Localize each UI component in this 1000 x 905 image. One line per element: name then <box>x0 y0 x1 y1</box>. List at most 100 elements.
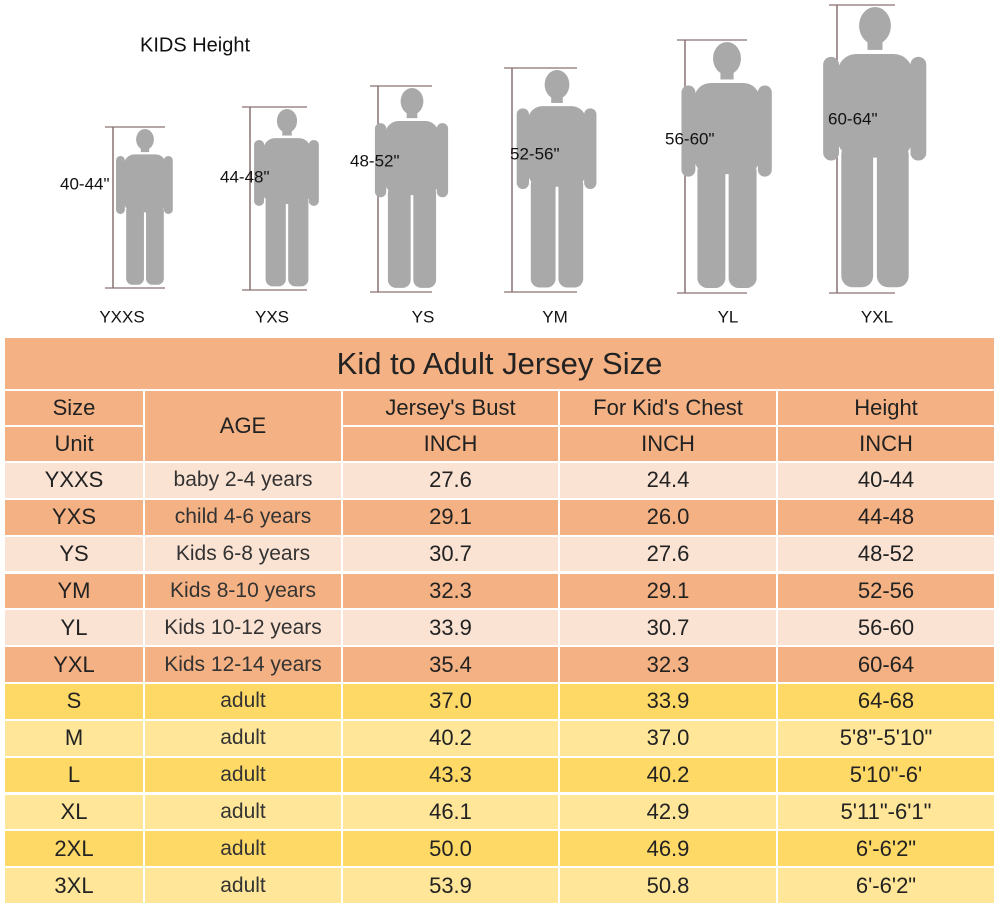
table-cell: 26.0 <box>560 499 778 537</box>
table-cell: 24.4 <box>560 463 778 500</box>
table-cell: 46.1 <box>343 794 560 832</box>
table-cell: 5'11"-6'1" <box>778 794 996 832</box>
table-cell: 27.6 <box>560 536 778 574</box>
table-cell: adult <box>145 831 343 869</box>
table-cell: 27.6 <box>343 463 560 500</box>
table-cell: 50.8 <box>560 868 778 905</box>
table-cell: 46.9 <box>560 831 778 869</box>
leg <box>530 175 556 288</box>
arm <box>374 123 387 198</box>
arm <box>163 155 173 214</box>
figures-title: KIDS Height <box>140 34 250 56</box>
height-figures: KIDS Height 40-44" YXXS 44-48" YXS 48-52" YS 5… <box>60 4 927 326</box>
row-size: YL <box>5 610 145 648</box>
table-cell: 52-56 <box>778 573 996 611</box>
table-cell: 40-44 <box>778 463 996 500</box>
arm <box>116 155 125 214</box>
table-cell: 29.1 <box>343 499 560 537</box>
leg <box>841 143 874 288</box>
table-cell: 32.3 <box>560 647 778 684</box>
header-column: Jersey's Bust <box>343 391 560 427</box>
table-cell: 35.4 <box>343 647 560 684</box>
size-label: YL <box>718 307 739 326</box>
table-cell: Kids 8-10 years <box>145 573 343 611</box>
arm <box>910 56 927 161</box>
table-cell: 40.2 <box>560 757 778 795</box>
leg <box>387 184 411 288</box>
height-label: 44-48" <box>220 167 270 186</box>
table-cell: 29.1 <box>560 573 778 611</box>
arm <box>516 108 529 189</box>
leg <box>288 194 309 287</box>
head <box>544 70 570 100</box>
head <box>400 88 424 115</box>
torso <box>124 154 166 213</box>
header-column-unit: INCH <box>560 427 778 463</box>
neck <box>282 128 292 136</box>
neck <box>867 38 883 50</box>
neck <box>406 110 418 119</box>
row-size: 3XL <box>5 868 145 905</box>
table-cell: 5'8"-5'10" <box>778 720 996 758</box>
table-cell: 44-48 <box>778 499 996 537</box>
header-column: Height <box>778 391 996 427</box>
head <box>713 42 741 75</box>
size-label: YXXS <box>99 307 144 326</box>
height-label: 52-56" <box>510 144 560 163</box>
table-cell: 6'-6'2" <box>778 868 996 905</box>
table-cell: adult <box>145 684 343 721</box>
torso <box>694 83 760 175</box>
torso <box>837 53 913 158</box>
size-label: YXL <box>861 307 893 326</box>
head <box>136 129 154 150</box>
neck <box>140 145 150 153</box>
size-label: YXS <box>255 307 289 326</box>
header-size: Size <box>5 391 145 427</box>
height-label: 56-60" <box>665 129 715 148</box>
table-cell: 30.7 <box>343 536 560 574</box>
leg <box>413 184 437 288</box>
table-cell: 48-52 <box>778 536 996 574</box>
arm <box>308 139 319 206</box>
table-cell: 50.0 <box>343 831 560 869</box>
table-cell: 43.3 <box>343 757 560 795</box>
table-cell: Kids 6-8 years <box>145 536 343 574</box>
table-cell: 37.0 <box>560 720 778 758</box>
table-cell: 6'-6'2" <box>778 831 996 869</box>
arm <box>823 56 839 161</box>
table-cell: adult <box>145 757 343 795</box>
row-size: 2XL <box>5 831 145 869</box>
leg <box>126 204 144 285</box>
table-cell: 40.2 <box>343 720 560 758</box>
header-unit: Unit <box>5 427 145 463</box>
torso <box>263 138 311 204</box>
header-age: AGE <box>145 391 343 463</box>
table-cell: 37.0 <box>343 684 560 721</box>
height-label: 48-52" <box>350 151 400 170</box>
leg <box>728 161 757 288</box>
arm <box>681 85 696 177</box>
row-size: YXS <box>5 499 145 537</box>
table-cell: child 4-6 years <box>145 499 343 537</box>
arm <box>436 123 449 198</box>
row-size: M <box>5 720 145 758</box>
table-title: Kid to Adult Jersey Size <box>5 338 996 391</box>
leg <box>558 175 584 288</box>
table-cell: Kids 12-14 years <box>145 647 343 684</box>
leg <box>697 161 726 288</box>
size-label: YM <box>542 307 568 326</box>
table-cell: 53.9 <box>343 868 560 905</box>
table-cell: 33.9 <box>560 684 778 721</box>
row-size: L <box>5 757 145 795</box>
table-cell: 32.3 <box>343 573 560 611</box>
table-cell: 33.9 <box>343 610 560 648</box>
table-cell: 64-68 <box>778 684 996 721</box>
leg <box>876 143 909 288</box>
table-cell: 60-64 <box>778 647 996 684</box>
row-size: YXL <box>5 647 145 684</box>
table-cell: 30.7 <box>560 610 778 648</box>
header-column: For Kid's Chest <box>560 391 778 427</box>
table-cell: adult <box>145 794 343 832</box>
row-size: YM <box>5 573 145 611</box>
